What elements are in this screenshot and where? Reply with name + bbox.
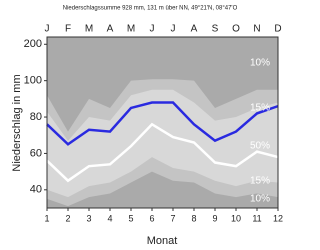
chart-title: Niederschlagssumme 928 mm, 131 m über NN… <box>63 6 238 12</box>
month-label: N <box>253 24 260 35</box>
y-tick-label: 80 <box>30 111 42 123</box>
x-tick-label: 6 <box>149 213 154 223</box>
x-tick-label: 8 <box>191 213 196 223</box>
percentile-band <box>47 89 278 208</box>
x-tick-label: 9 <box>212 213 217 223</box>
month-label: A <box>191 24 198 35</box>
month-label: F <box>65 24 71 35</box>
y-tick-label: 100 <box>24 75 42 87</box>
plot-frame <box>46 36 279 209</box>
percentile-label: 10% <box>250 58 270 69</box>
month-label: J <box>150 24 155 35</box>
percentile-label: 10% <box>250 194 270 205</box>
month-label: O <box>232 24 240 35</box>
precipitation-line <box>46 122 279 183</box>
percentile-label: 15% <box>250 103 270 114</box>
precipitation-line <box>46 101 279 146</box>
x-tick-label: 10 <box>231 213 241 223</box>
percentile-band <box>47 171 278 208</box>
x-tick-label: 4 <box>107 213 112 223</box>
x-tick-label: 7 <box>170 213 175 223</box>
y-tick-label: 40 <box>30 184 42 196</box>
month-label: M <box>127 24 135 35</box>
month-label: A <box>107 24 114 35</box>
x-axis-label: Monat <box>147 235 178 247</box>
month-label: D <box>274 24 281 35</box>
month-label: J <box>45 24 50 35</box>
month-label: S <box>212 24 219 35</box>
chart: Niederschlagssumme 928 mm, 131 m über NN… <box>11 6 283 247</box>
x-tick-label: 1 <box>44 213 49 223</box>
month-label: M <box>85 24 93 35</box>
percentile-label: 15% <box>250 176 270 187</box>
x-tick-label: 11 <box>252 213 261 223</box>
y-tick-label: 200 <box>24 38 42 50</box>
x-tick-label: 2 <box>65 213 70 223</box>
x-tick-label: 12 <box>273 213 283 223</box>
month-label: J <box>171 24 176 35</box>
x-tick-label: 5 <box>128 213 133 223</box>
percentile-label: 50% <box>250 141 270 152</box>
x-tick-label: 3 <box>86 213 91 223</box>
y-tick-label: 60 <box>30 147 42 159</box>
y-axis-label: Niederschlag in mm <box>11 74 23 171</box>
